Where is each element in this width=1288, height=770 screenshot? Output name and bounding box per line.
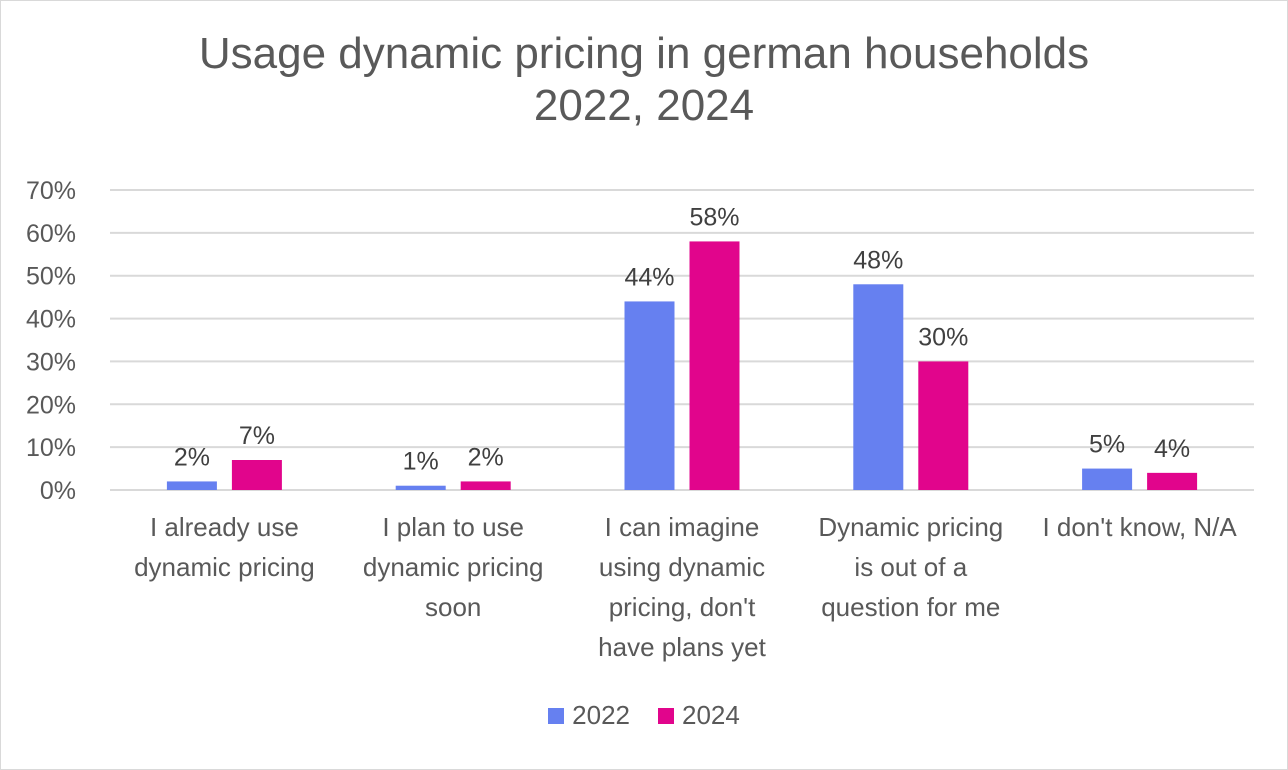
legend: 2022 2024 (0, 700, 1288, 731)
chart-title-line-2: 2022, 2024 (533, 81, 755, 130)
bar-2022 (395, 485, 446, 490)
legend-label: 2022 (572, 700, 630, 730)
bar-2022 (624, 301, 675, 490)
bar-chart: 0% 10% 20% 30% 40% 50% 60% 70% 2% 7% I already use… (26, 177, 1254, 662)
bar-2024 (460, 481, 511, 490)
y-tick-label: 10% (26, 434, 76, 462)
data-label: 2% (468, 443, 504, 471)
bar-2024 (231, 460, 282, 490)
bar-2022 (166, 481, 217, 490)
x-tick-label: have plans yet (598, 632, 766, 662)
y-tick-label: 50% (26, 263, 76, 291)
x-tick-label: I plan to use (382, 512, 524, 542)
y-tick-label: 0% (40, 477, 76, 505)
bar-2024 (1147, 472, 1198, 490)
chart-title: Usage dynamic pricing in german househol… (0, 28, 1288, 132)
x-tick-label: Dynamic pricing (818, 512, 1003, 542)
data-label: 5% (1089, 431, 1125, 459)
x-tick-label: pricing, don't (609, 592, 756, 622)
legend-swatch (548, 707, 565, 724)
data-label: 44% (624, 263, 674, 291)
y-tick-label: 30% (26, 348, 76, 376)
data-label: 48% (853, 246, 903, 274)
data-label: 7% (239, 422, 275, 450)
x-tick-label: soon (425, 592, 481, 622)
data-label: 58% (689, 203, 739, 231)
x-tick-label: dynamic pricing (134, 552, 315, 582)
y-tick-label: 60% (26, 220, 76, 248)
x-tick-label: I can imagine (605, 512, 760, 542)
bar-2024 (689, 241, 740, 490)
legend-label: 2024 (682, 700, 740, 730)
data-label: 4% (1154, 435, 1190, 463)
x-tick-label: I don't know, N/A (1042, 512, 1237, 542)
y-tick-label: 20% (26, 391, 76, 419)
y-tick-label: 70% (26, 177, 76, 205)
chart-title-line-1: Usage dynamic pricing in german househol… (198, 29, 1090, 78)
data-label: 30% (918, 323, 968, 351)
y-tick-label: 40% (26, 306, 76, 334)
legend-swatch (658, 707, 674, 724)
bar-2022 (1082, 468, 1133, 490)
x-tick-label: is out of a (854, 552, 967, 582)
x-tick-label: I already use (150, 512, 299, 542)
x-tick-label: dynamic pricing (363, 552, 544, 582)
legend-item-2022: 2022 (548, 700, 630, 731)
x-tick-label: question for me (821, 592, 1000, 622)
data-label: 2% (174, 443, 210, 471)
bar-2024 (918, 361, 969, 490)
legend-item-2024: 2024 (658, 700, 740, 731)
bar-2022 (853, 284, 904, 490)
x-tick-label: using dynamic (599, 552, 765, 582)
data-label: 1% (403, 448, 439, 476)
